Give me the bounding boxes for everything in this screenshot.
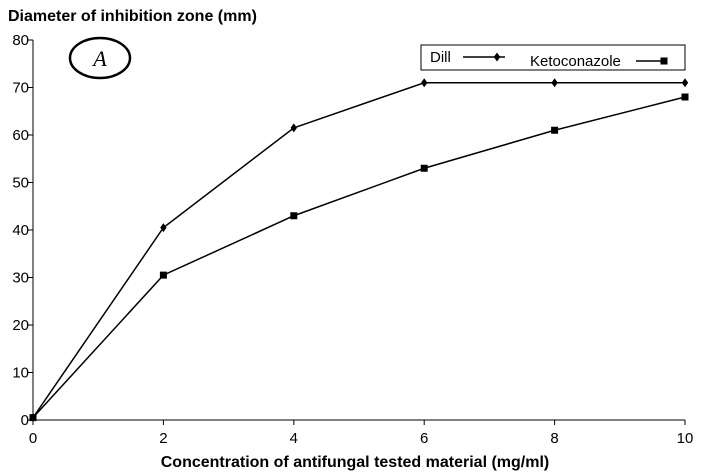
x-tick-label: 2: [159, 430, 167, 447]
data-point-ketoconazole: [29, 414, 37, 422]
y-tick-label: 80: [12, 32, 29, 49]
legend-label-ketoconazole: Ketoconazole: [530, 53, 621, 70]
legend: Dill Ketoconazole: [420, 44, 686, 71]
data-point-ketoconazole: [681, 93, 689, 101]
data-point-ketoconazole: [420, 164, 428, 172]
legend-box: [420, 44, 686, 71]
panel-badge-outline: [68, 36, 132, 80]
legend-marker-ketoconazole: [660, 57, 668, 65]
data-point-dill: [681, 78, 689, 88]
axes: 0 10 20 30 40 50 60 70 80 0 2 4 6 8 10: [12, 32, 693, 447]
data-point-dill: [551, 78, 558, 88]
y-tick-label: 50: [12, 175, 29, 192]
y-tick-label: 20: [12, 317, 29, 334]
x-tick-label: 0: [29, 430, 37, 447]
data-point-dill: [160, 223, 167, 233]
x-tick-label: 8: [550, 430, 558, 447]
legend-label-dill: Dill: [430, 49, 451, 66]
series-group: [29, 78, 689, 423]
y-tick-label: 60: [12, 127, 29, 144]
y-tick-label: 70: [12, 80, 29, 97]
x-tick-label: 10: [677, 430, 694, 447]
y-tick-label: 0: [21, 412, 29, 429]
series-dill: [29, 78, 689, 423]
data-point-dill: [421, 78, 428, 88]
legend-marker-dill: [493, 52, 501, 62]
y-tick-label: 10: [12, 365, 29, 382]
series-ketoconazole: [29, 93, 689, 422]
data-point-ketoconazole: [159, 271, 167, 279]
data-point-ketoconazole: [551, 126, 559, 134]
x-tick-label: 6: [420, 430, 428, 447]
series-line-dill: [32, 82, 685, 419]
series-line-ketoconazole: [32, 96, 686, 419]
y-tick-label: 30: [12, 270, 29, 287]
y-tick-label: 40: [12, 222, 29, 239]
y-axis-title: Diameter of inhibition zone (mm): [8, 8, 257, 25]
panel-badge-label: A: [91, 46, 107, 71]
data-point-ketoconazole: [290, 212, 298, 220]
data-point-dill: [290, 123, 297, 133]
x-axis-title: Concentration of antifungal tested mater…: [161, 454, 549, 471]
x-tick-label: 4: [290, 430, 298, 447]
panel-badge: A: [68, 36, 132, 80]
